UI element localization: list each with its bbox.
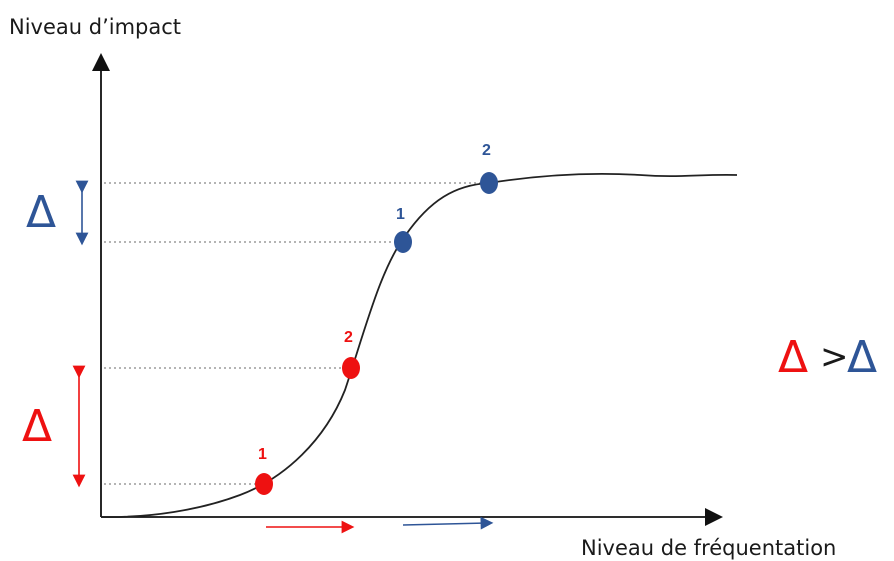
comparison-delta-red: Δ — [778, 332, 808, 383]
comparison-gt: > — [820, 337, 849, 377]
x-arrow-blue — [402, 516, 494, 530]
point-label-red-2: 2 — [344, 329, 353, 346]
point-red-1 — [255, 473, 273, 495]
point-label-red-1: 1 — [258, 446, 267, 463]
comparison-delta-blue: Δ — [847, 332, 877, 383]
point-blue-1 — [394, 231, 412, 253]
delta-symbol-blue: Δ — [26, 187, 56, 238]
x-axis-label: Niveau de fréquentation — [581, 536, 836, 560]
point-red-2 — [342, 357, 360, 379]
point-blue-2 — [480, 172, 498, 194]
delta-symbol-red: Δ — [22, 401, 52, 452]
y-axis-label: Niveau d’impact — [9, 15, 181, 39]
point-label-blue-1: 1 — [396, 206, 405, 223]
sigmoid-curve — [100, 172, 738, 518]
point-label-blue-2: 2 — [482, 142, 491, 159]
